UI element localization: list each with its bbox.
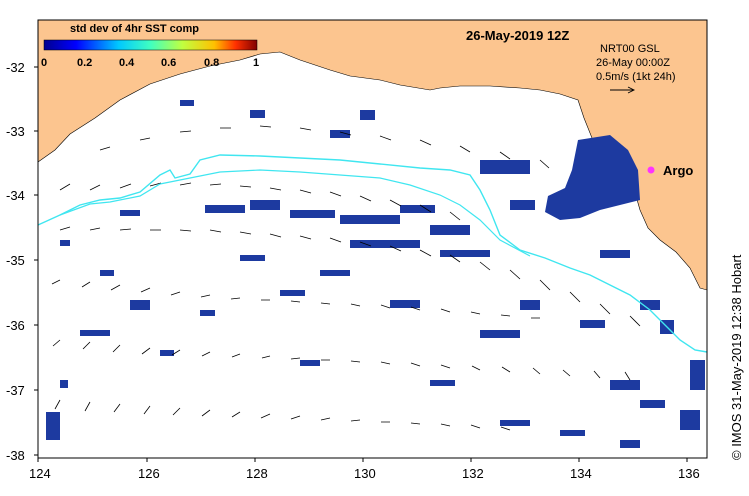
lon-tick-label: 136 bbox=[678, 466, 700, 481]
lon-tick-label: 124 bbox=[29, 466, 51, 481]
argo-marker bbox=[647, 166, 655, 174]
argo-track bbox=[38, 154, 707, 353]
current-info-line1: NRT00 GSL bbox=[600, 43, 660, 55]
land-mass bbox=[38, 20, 707, 291]
scale-arrow-head bbox=[627, 86, 636, 94]
lon-tick-label: 134 bbox=[570, 466, 592, 481]
imos-credit: © IMOS 31-May-2019 12:38 Hobart bbox=[729, 254, 744, 460]
colorbar bbox=[43, 39, 258, 51]
lat-tick-label: -38 bbox=[6, 448, 25, 463]
lon-tick-label: 132 bbox=[462, 466, 484, 481]
lat-tick-label: -33 bbox=[6, 124, 25, 139]
lat-tick-label: -36 bbox=[6, 318, 25, 333]
current-vectors bbox=[51, 125, 641, 431]
lat-tick-label: -32 bbox=[6, 60, 25, 75]
lon-tick-label: 130 bbox=[354, 466, 376, 481]
map-date-title: 26-May-2019 12Z bbox=[466, 28, 569, 43]
argo-label: Argo bbox=[663, 163, 693, 178]
current-info-line3: 0.5m/s (1kt 24h) bbox=[596, 71, 675, 83]
colorbar-tick: 0.8 bbox=[204, 57, 219, 69]
argo-track-secondary bbox=[59, 169, 531, 257]
colorbar-tick: 0.2 bbox=[77, 57, 92, 69]
colorbar-tick: 0.6 bbox=[161, 57, 176, 69]
colorbar-label: std dev of 4hr SST comp bbox=[70, 23, 199, 35]
lat-tick-label: -35 bbox=[6, 253, 25, 268]
sst-patches bbox=[46, 100, 705, 448]
colorbar-tick: 1 bbox=[253, 57, 259, 69]
colorbar-tick: 0.4 bbox=[119, 57, 135, 69]
current-info-line2: 26-May 00:00Z bbox=[596, 57, 670, 69]
plot-frame bbox=[37, 19, 708, 459]
lon-tick-label: 126 bbox=[138, 466, 160, 481]
lat-tick-label: -34 bbox=[6, 188, 25, 203]
lon-tick-label: 128 bbox=[246, 466, 268, 481]
colorbar-tick: 0 bbox=[41, 57, 47, 69]
longitude-axis: 124 126 128 130 132 134 136 bbox=[29, 458, 700, 481]
colorbar-ticks: 0 0.2 0.4 0.6 0.8 1 bbox=[41, 57, 259, 69]
lat-tick-label: -37 bbox=[6, 383, 25, 398]
latitude-axis: -32 -33 -34 -35 -36 -37 -38 bbox=[6, 60, 38, 463]
